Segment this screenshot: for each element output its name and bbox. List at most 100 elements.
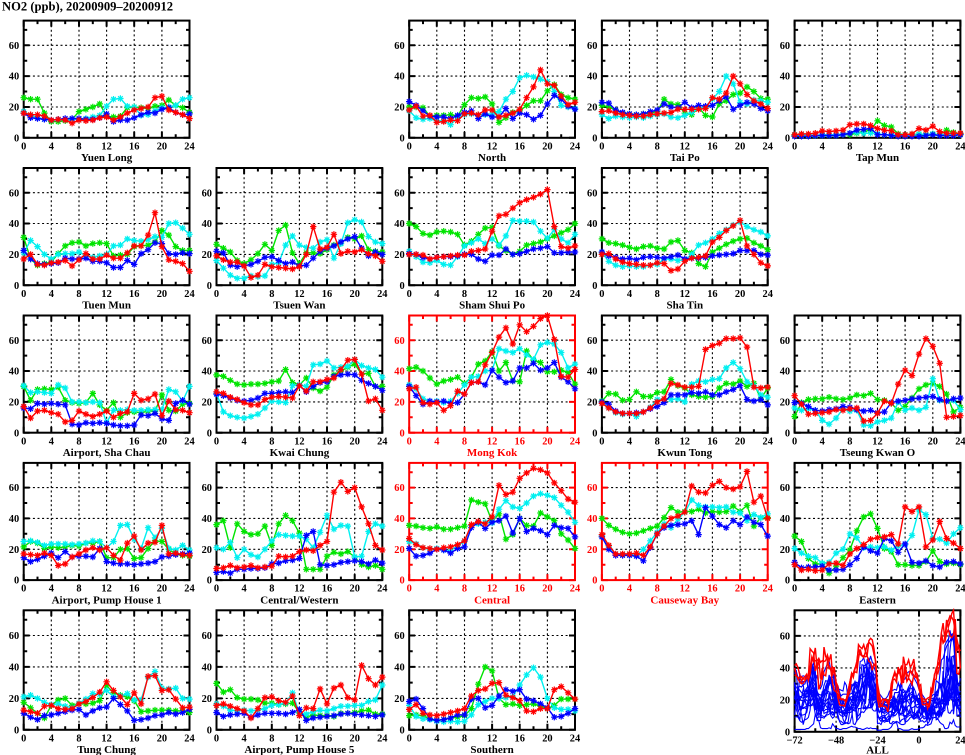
svg-text:4: 4 bbox=[49, 733, 54, 744]
svg-text:20: 20 bbox=[350, 733, 360, 744]
svg-text:24: 24 bbox=[955, 735, 965, 746]
svg-text:12: 12 bbox=[872, 584, 882, 595]
svg-text:20: 20 bbox=[928, 436, 938, 447]
svg-text:16: 16 bbox=[707, 584, 717, 595]
svg-text:12: 12 bbox=[101, 141, 111, 152]
svg-text:0: 0 bbox=[21, 141, 26, 152]
svg-text:24: 24 bbox=[570, 141, 580, 152]
svg-text:0: 0 bbox=[407, 733, 412, 744]
svg-text:24: 24 bbox=[377, 584, 387, 595]
svg-text:12: 12 bbox=[872, 436, 882, 447]
svg-text:60: 60 bbox=[9, 631, 19, 642]
svg-text:24: 24 bbox=[184, 141, 194, 152]
svg-text:0: 0 bbox=[14, 428, 19, 439]
svg-text:20: 20 bbox=[735, 289, 745, 300]
svg-text:8: 8 bbox=[269, 733, 274, 744]
svg-text:16: 16 bbox=[515, 141, 525, 152]
svg-text:16: 16 bbox=[515, 289, 525, 300]
svg-text:24: 24 bbox=[763, 436, 773, 447]
svg-text:8: 8 bbox=[76, 141, 81, 152]
svg-text:24: 24 bbox=[570, 584, 580, 595]
svg-text:60: 60 bbox=[394, 631, 404, 642]
svg-text:40: 40 bbox=[9, 663, 19, 674]
svg-text:Tuen Mun: Tuen Mun bbox=[82, 300, 131, 312]
svg-text:20: 20 bbox=[9, 103, 19, 114]
svg-text:24: 24 bbox=[763, 584, 773, 595]
svg-text:0: 0 bbox=[407, 584, 412, 595]
svg-text:4: 4 bbox=[49, 289, 54, 300]
svg-text:40: 40 bbox=[394, 219, 404, 230]
svg-text:20: 20 bbox=[9, 545, 19, 556]
svg-text:12: 12 bbox=[680, 289, 690, 300]
svg-text:8: 8 bbox=[847, 141, 852, 152]
svg-text:20: 20 bbox=[350, 584, 360, 595]
svg-text:Tap Mun: Tap Mun bbox=[856, 152, 899, 164]
svg-text:20: 20 bbox=[542, 733, 552, 744]
svg-text:Causeway Bay: Causeway Bay bbox=[650, 595, 719, 607]
svg-text:0: 0 bbox=[399, 133, 404, 144]
svg-text:4: 4 bbox=[241, 289, 246, 300]
svg-text:Tseung Kwan O: Tseung Kwan O bbox=[840, 447, 916, 459]
svg-text:8: 8 bbox=[76, 289, 81, 300]
svg-text:0: 0 bbox=[14, 281, 19, 292]
svg-text:0: 0 bbox=[592, 133, 597, 144]
svg-text:20: 20 bbox=[587, 398, 597, 409]
svg-text:0: 0 bbox=[14, 133, 19, 144]
svg-text:40: 40 bbox=[202, 663, 212, 674]
svg-text:16: 16 bbox=[129, 436, 139, 447]
svg-text:40: 40 bbox=[587, 514, 597, 525]
svg-text:20: 20 bbox=[587, 545, 597, 556]
svg-text:20: 20 bbox=[394, 398, 404, 409]
svg-text:4: 4 bbox=[820, 141, 825, 152]
svg-text:−72: −72 bbox=[786, 735, 802, 746]
svg-text:16: 16 bbox=[900, 436, 910, 447]
svg-text:Airport, Sha Chau: Airport, Sha Chau bbox=[63, 447, 151, 459]
svg-text:16: 16 bbox=[322, 289, 332, 300]
svg-text:60: 60 bbox=[587, 188, 597, 199]
svg-text:16: 16 bbox=[129, 733, 139, 744]
svg-text:20: 20 bbox=[202, 398, 212, 409]
svg-text:0: 0 bbox=[14, 725, 19, 736]
svg-text:8: 8 bbox=[269, 584, 274, 595]
svg-text:0: 0 bbox=[207, 576, 212, 587]
svg-text:0: 0 bbox=[399, 428, 404, 439]
svg-text:16: 16 bbox=[707, 141, 717, 152]
svg-text:8: 8 bbox=[76, 733, 81, 744]
svg-text:0: 0 bbox=[599, 584, 604, 595]
svg-text:40: 40 bbox=[9, 367, 19, 378]
svg-text:20: 20 bbox=[780, 545, 790, 556]
svg-text:0: 0 bbox=[407, 289, 412, 300]
svg-text:60: 60 bbox=[202, 483, 212, 494]
svg-text:60: 60 bbox=[9, 188, 19, 199]
svg-text:4: 4 bbox=[49, 141, 54, 152]
svg-text:40: 40 bbox=[780, 514, 790, 525]
svg-text:4: 4 bbox=[820, 584, 825, 595]
svg-text:Southern: Southern bbox=[470, 744, 513, 755]
svg-text:20: 20 bbox=[9, 250, 19, 261]
svg-text:12: 12 bbox=[101, 289, 111, 300]
svg-text:8: 8 bbox=[462, 733, 467, 744]
svg-text:Tung Chung: Tung Chung bbox=[77, 744, 136, 755]
svg-text:12: 12 bbox=[487, 584, 497, 595]
svg-text:NO2 (ppb), 20200909–20200912: NO2 (ppb), 20200909–20200912 bbox=[2, 0, 173, 14]
svg-text:0: 0 bbox=[214, 733, 219, 744]
svg-text:16: 16 bbox=[129, 141, 139, 152]
svg-text:0: 0 bbox=[14, 576, 19, 587]
svg-text:Eastern: Eastern bbox=[859, 595, 896, 607]
svg-text:20: 20 bbox=[928, 141, 938, 152]
svg-text:20: 20 bbox=[394, 694, 404, 705]
svg-text:60: 60 bbox=[394, 483, 404, 494]
svg-text:−48: −48 bbox=[828, 735, 844, 746]
svg-text:12: 12 bbox=[294, 733, 304, 744]
svg-text:4: 4 bbox=[434, 289, 439, 300]
svg-text:Mong Kok: Mong Kok bbox=[467, 447, 518, 459]
svg-text:20: 20 bbox=[542, 141, 552, 152]
svg-text:8: 8 bbox=[847, 436, 852, 447]
svg-text:0: 0 bbox=[792, 436, 797, 447]
svg-text:20: 20 bbox=[202, 694, 212, 705]
svg-text:0: 0 bbox=[21, 733, 26, 744]
svg-text:24: 24 bbox=[184, 733, 194, 744]
svg-text:24: 24 bbox=[570, 733, 580, 744]
svg-text:20: 20 bbox=[542, 436, 552, 447]
svg-text:60: 60 bbox=[202, 336, 212, 347]
